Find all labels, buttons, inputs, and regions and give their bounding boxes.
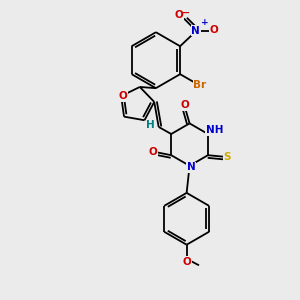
Text: O: O [181,100,190,110]
Text: NH: NH [206,125,223,136]
Text: O: O [118,91,127,101]
Text: −: − [182,8,190,18]
Text: H: H [146,121,155,130]
Text: Br: Br [193,80,206,90]
Text: S: S [223,152,230,162]
Text: +: + [201,18,208,27]
Text: N: N [187,162,195,172]
Text: O: O [148,147,157,157]
Text: O: O [210,25,218,35]
Text: O: O [174,10,183,20]
Text: N: N [191,26,200,36]
Text: O: O [182,257,191,267]
